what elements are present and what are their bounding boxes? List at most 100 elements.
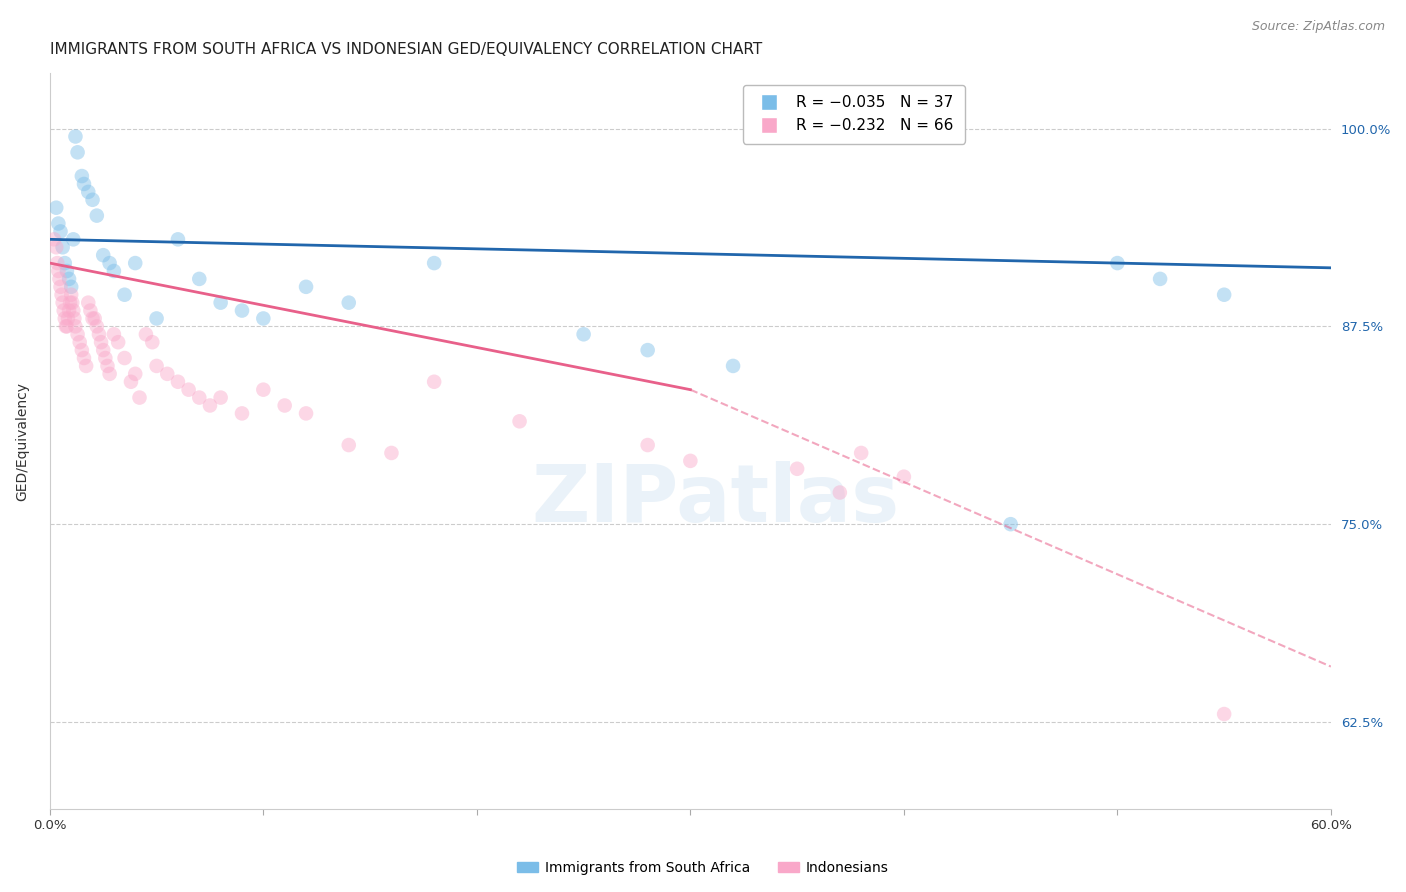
Point: [423, 375, 446, 389]
Point: [572, 327, 595, 342]
Point: [56, 319, 79, 334]
Point: [167, 375, 190, 389]
Point: [124, 367, 146, 381]
Point: [82, 311, 104, 326]
Point: [66, 145, 89, 160]
Point: [198, 399, 221, 413]
Point: [48, 272, 70, 286]
Point: [94, 351, 117, 365]
Point: [145, 311, 167, 326]
Point: [62, 303, 84, 318]
Point: [114, 351, 136, 365]
Point: [209, 295, 232, 310]
Point: [87, 327, 110, 342]
Point: [209, 391, 232, 405]
Point: [90, 335, 112, 350]
Point: [637, 438, 659, 452]
Legend: Immigrants from South Africa, Indonesians: Immigrants from South Africa, Indonesian…: [512, 855, 894, 880]
Point: [53, 311, 76, 326]
Point: [1213, 706, 1236, 721]
Point: [83, 311, 105, 326]
Point: [70, 343, 93, 358]
Point: [167, 232, 190, 246]
Point: [86, 209, 108, 223]
Point: [55, 319, 77, 334]
Point: [96, 359, 118, 373]
Point: [103, 264, 125, 278]
Point: [46, 256, 69, 270]
Point: [42, 232, 65, 246]
Point: [637, 343, 659, 358]
Point: [721, 359, 744, 373]
Point: [786, 462, 808, 476]
Point: [52, 303, 75, 318]
Point: [98, 256, 121, 270]
Point: [380, 446, 402, 460]
Point: [77, 185, 100, 199]
Point: [70, 169, 93, 183]
Point: [1107, 256, 1129, 270]
Point: [56, 311, 79, 326]
Point: [509, 414, 531, 428]
Point: [58, 303, 80, 318]
Point: [77, 295, 100, 310]
Point: [423, 256, 446, 270]
Legend: R = −0.035   N = 37, R = −0.232   N = 66: R = −0.035 N = 37, R = −0.232 N = 66: [742, 85, 965, 144]
Point: [66, 327, 89, 342]
Point: [69, 335, 91, 350]
Point: [120, 375, 142, 389]
Point: [273, 399, 295, 413]
Point: [73, 351, 96, 365]
Point: [141, 335, 163, 350]
Point: [679, 454, 702, 468]
Text: ZIPatlas: ZIPatlas: [531, 461, 900, 539]
Point: [79, 303, 101, 318]
Point: [231, 406, 253, 420]
Point: [1000, 517, 1022, 532]
Point: [114, 287, 136, 301]
Point: [58, 272, 80, 286]
Text: Source: ZipAtlas.com: Source: ZipAtlas.com: [1251, 20, 1385, 33]
Point: [62, 232, 84, 246]
Point: [98, 367, 121, 381]
Point: [107, 335, 129, 350]
Point: [60, 295, 83, 310]
Point: [45, 240, 67, 254]
Point: [48, 217, 70, 231]
Point: [128, 391, 150, 405]
Point: [65, 129, 87, 144]
Point: [295, 280, 318, 294]
Point: [60, 287, 83, 301]
Point: [103, 327, 125, 342]
Point: [91, 343, 114, 358]
Point: [828, 485, 851, 500]
Point: [156, 367, 179, 381]
Y-axis label: GED/Equivalency: GED/Equivalency: [15, 382, 30, 500]
Point: [56, 264, 79, 278]
Point: [145, 359, 167, 373]
Point: [49, 224, 72, 238]
Point: [893, 469, 915, 483]
Point: [188, 272, 211, 286]
Point: [48, 264, 70, 278]
Point: [51, 287, 73, 301]
Point: [82, 193, 104, 207]
Point: [337, 295, 360, 310]
Point: [86, 319, 108, 334]
Point: [177, 383, 200, 397]
Point: [52, 295, 75, 310]
Point: [49, 280, 72, 294]
Point: [252, 383, 274, 397]
Point: [91, 248, 114, 262]
Text: IMMIGRANTS FROM SOUTH AFRICA VS INDONESIAN GED/EQUIVALENCY CORRELATION CHART: IMMIGRANTS FROM SOUTH AFRICA VS INDONESI…: [49, 42, 762, 57]
Point: [1149, 272, 1171, 286]
Point: [124, 256, 146, 270]
Point: [188, 391, 211, 405]
Point: [65, 319, 87, 334]
Point: [45, 201, 67, 215]
Point: [59, 295, 82, 310]
Point: [295, 406, 318, 420]
Point: [63, 311, 86, 326]
Point: [53, 256, 76, 270]
Point: [1213, 287, 1236, 301]
